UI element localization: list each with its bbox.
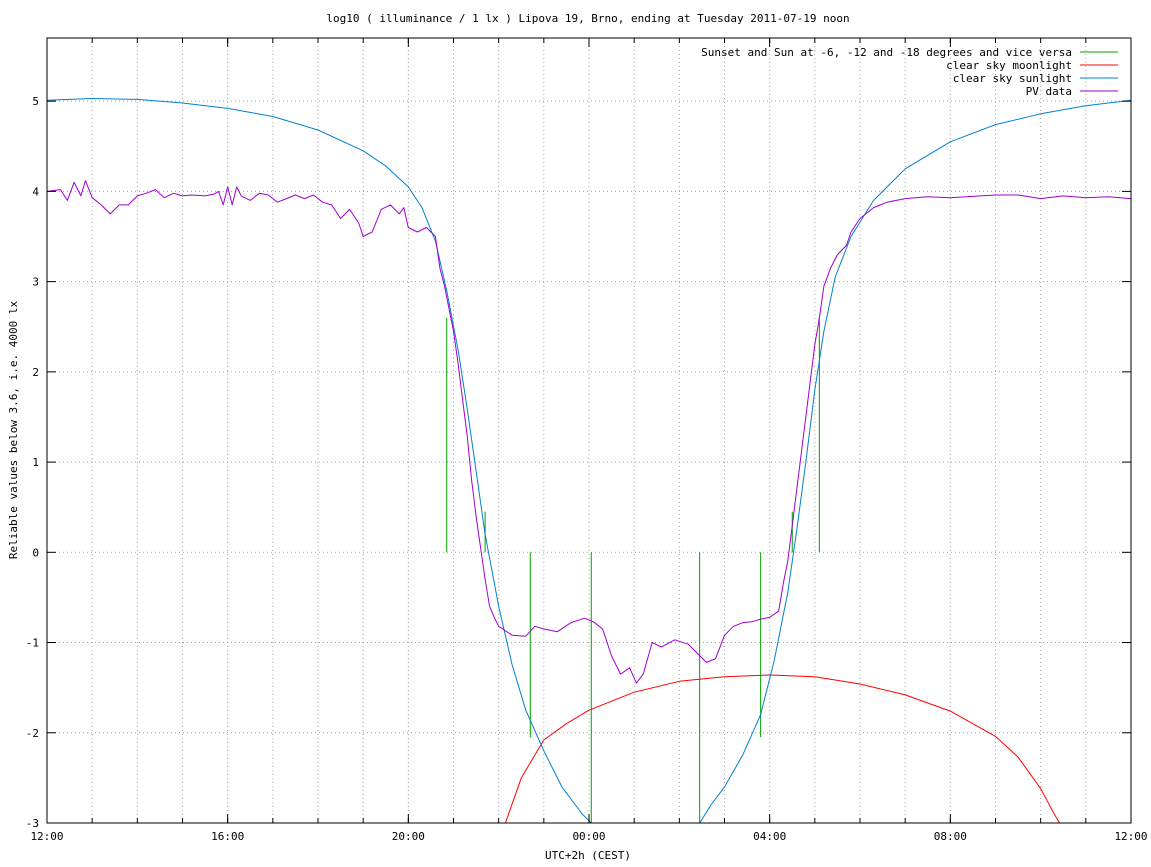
y-tick-label: -1 bbox=[26, 637, 39, 650]
plot-series bbox=[47, 98, 1131, 823]
chart-title: log10 ( illuminance / 1 lx ) Lipova 19, … bbox=[326, 12, 849, 25]
legend-label: Sunset and Sun at -6, -12 and -18 degree… bbox=[701, 46, 1072, 59]
y-tick-label: 4 bbox=[32, 185, 39, 198]
legend-label: clear sky sunlight bbox=[953, 72, 1072, 85]
series-3 bbox=[47, 180, 1131, 684]
legend: Sunset and Sun at -6, -12 and -18 degree… bbox=[701, 46, 1118, 98]
y-tick-label: 5 bbox=[32, 95, 39, 108]
series-line bbox=[47, 180, 1131, 684]
x-tick-label: 04:00 bbox=[753, 830, 786, 843]
series-line bbox=[47, 98, 1131, 823]
grid bbox=[47, 38, 1131, 823]
x-tick-label: 20:00 bbox=[392, 830, 425, 843]
x-axis-label: UTC+2h (CEST) bbox=[545, 849, 631, 862]
x-tick-label: 08:00 bbox=[934, 830, 967, 843]
series-0 bbox=[446, 317, 820, 823]
y-axis-label: Reliable values below 3.6, i.e. 4000 lx bbox=[7, 300, 20, 559]
x-tick-label: 00:00 bbox=[572, 830, 605, 843]
y-tick-label: 3 bbox=[32, 276, 39, 289]
y-tick-label: -3 bbox=[26, 817, 39, 830]
y-tick-label: 0 bbox=[32, 546, 39, 559]
x-tick-label: 12:00 bbox=[30, 830, 63, 843]
y-tick-label: 2 bbox=[32, 366, 39, 379]
x-tick-label: 12:00 bbox=[1114, 830, 1147, 843]
x-tick-label: 16:00 bbox=[211, 830, 244, 843]
series-1 bbox=[504, 674, 1061, 823]
y-tick-label: 1 bbox=[32, 456, 39, 469]
legend-label: clear sky moonlight bbox=[946, 59, 1072, 72]
legend-label: PV data bbox=[1026, 85, 1072, 98]
series-2 bbox=[47, 98, 1131, 823]
series-line bbox=[504, 674, 1061, 823]
y-tick-label: -2 bbox=[26, 727, 39, 740]
